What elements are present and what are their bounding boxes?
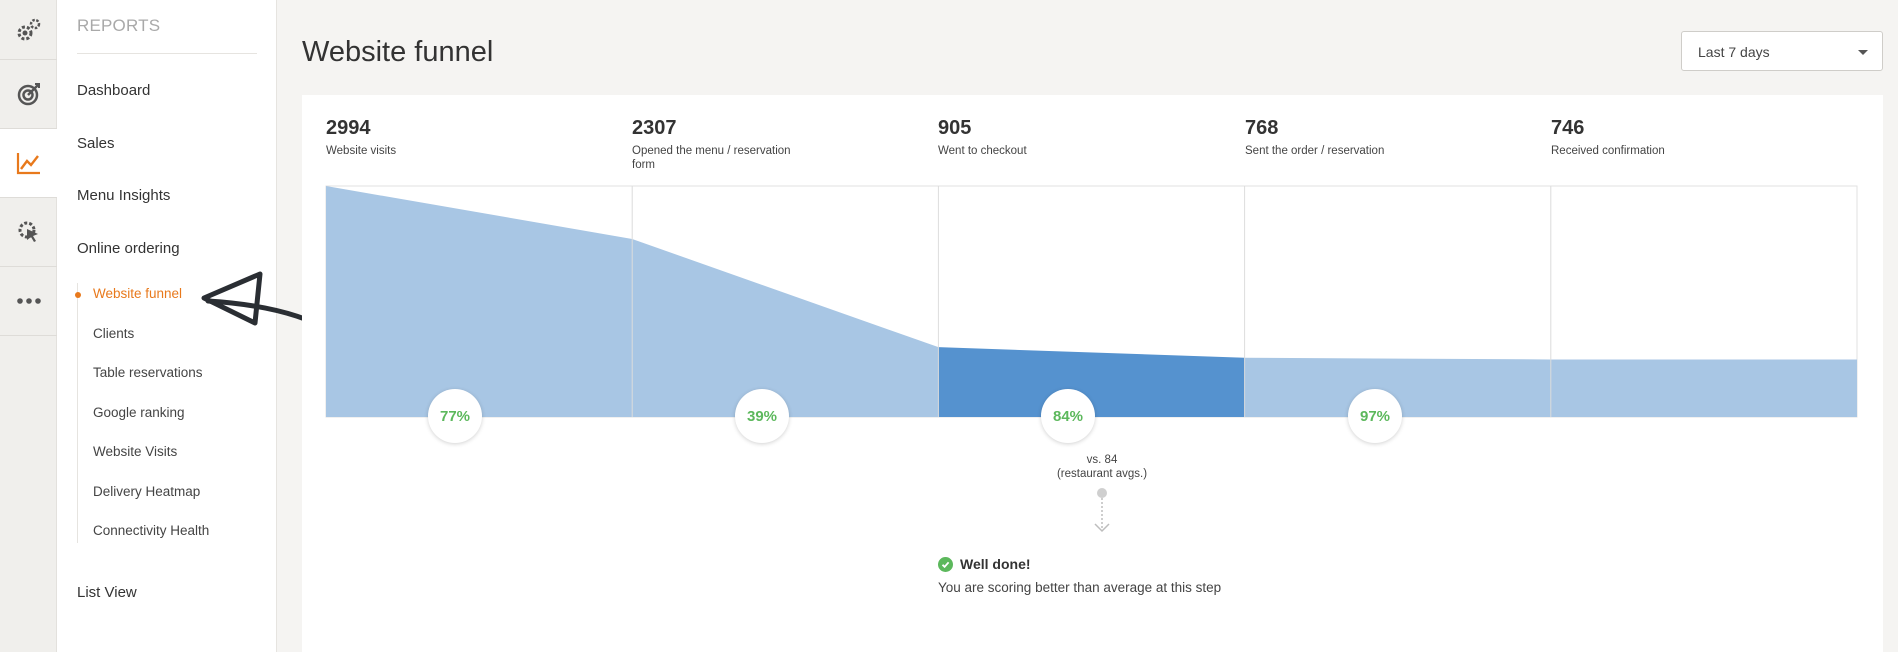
date-range-select[interactable]: Last 7 days [1681,31,1883,71]
conversion-badge: 39% [735,389,789,443]
active-indicator-dot [75,292,81,298]
feedback-text: You are scoring better than average at t… [938,580,1222,595]
step-value: 768 [1245,117,1279,139]
step-label: Received confirmation [1551,145,1665,157]
step-label: Went to checkout [938,145,1027,157]
more-icon [16,298,41,304]
conversion-badge: 77% [428,389,482,443]
funnel-segment [1550,359,1857,417]
sidebar-item-website-visits[interactable]: Website Visits [93,444,178,459]
funnel-step: 2994 Website visits [326,117,546,158]
step-value: 905 [938,117,972,139]
icon-rail [0,0,57,652]
funnel-segment [938,347,1245,417]
target-icon [17,83,40,106]
gears-icon [17,18,40,40]
sidebar-item-connectivity-health[interactable]: Connectivity Health [93,523,210,538]
funnel-step: 2307 Opened the menu / reservation form [632,117,852,172]
check-circle-icon [938,556,953,572]
funnel-step: 746 Received confirmation [1551,117,1771,158]
sidebar-item-dashboard[interactable]: Dashboard [77,82,151,99]
sidebar-item-table-reservations[interactable]: Table reservations [93,365,203,380]
step-label: Opened the menu / reservation form [632,145,791,171]
sidebar-item-sales[interactable]: Sales [77,135,115,152]
conversion-badge: 97% [1348,389,1402,443]
cursor-gear-icon [18,221,38,242]
reports-sidebar: REPORTS Dashboard Sales Menu Insights On… [57,0,277,652]
step-label: Website visits [326,145,397,157]
rail-item-reports[interactable] [0,129,57,198]
funnel-chart [325,185,1858,418]
funnel-segment [632,239,939,417]
line-chart-icon [16,153,40,175]
sidebar-item-google-ranking[interactable]: Google ranking [93,405,185,420]
sidebar-item-delivery-heatmap[interactable]: Delivery Heatmap [93,484,201,499]
rail-item-settings[interactable] [0,0,57,60]
sidebar-item-website-funnel[interactable]: Website funnel [93,286,183,301]
comparison-value: vs. 84 [1086,454,1118,466]
sidebar-item-menu-insights[interactable]: Menu Insights [77,187,171,204]
submenu-guide-line [77,283,78,543]
funnel-segment [1244,357,1551,417]
funnel-step: 768 Sent the order / reservation [1245,117,1465,158]
sidebar-item-list-view[interactable]: List View [77,584,137,601]
funnel-card: 2994 Website visits 2307 Opened the menu… [302,95,1883,652]
chevron-down-icon [1858,50,1868,55]
funnel-step: 905 Went to checkout [938,117,1158,158]
sidebar-item-clients[interactable]: Clients [93,326,135,341]
funnel-segment [326,186,633,417]
comparison-caption: (restaurant avgs.) [1056,468,1148,480]
dotted-connector-icon [1094,488,1110,533]
step-label: Sent the order / reservation [1245,145,1385,157]
rail-item-targets[interactable] [0,60,57,129]
step-value: 2307 [632,117,677,139]
average-comparison: vs. 84 (restaurant avgs.) [1027,453,1177,481]
sidebar-heading: REPORTS [77,16,161,35]
step-value: 2994 [326,117,371,139]
feedback-title: Well done! [938,556,1031,572]
conversion-badge: 84% [1041,389,1095,443]
rail-item-integrations[interactable] [0,198,57,267]
step-value: 746 [1551,117,1585,139]
sidebar-item-online-ordering[interactable]: Online ordering [77,240,180,257]
sidebar-divider [77,53,257,54]
rail-item-more[interactable] [0,267,57,336]
feedback-title-text: Well done! [960,556,1031,572]
page-title: Website funnel [302,36,494,68]
date-range-value: Last 7 days [1698,44,1770,60]
